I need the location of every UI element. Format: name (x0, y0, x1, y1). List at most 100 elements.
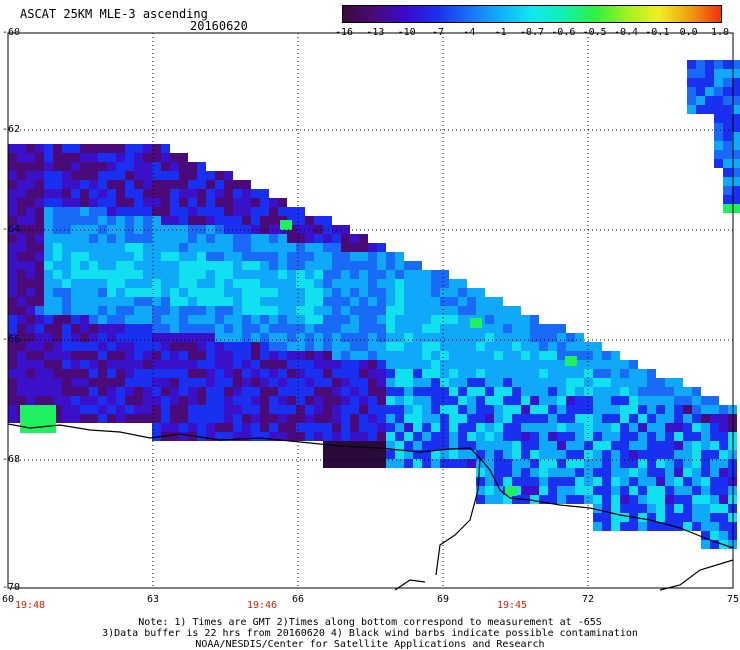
swath-cell (323, 396, 332, 405)
swath-cell (80, 153, 89, 162)
swath-cell (188, 324, 197, 333)
swath-cell (714, 150, 723, 159)
swath-cell (593, 495, 602, 504)
swath-cell (179, 225, 188, 234)
swath-cell (197, 243, 206, 252)
swath-cell (566, 459, 575, 468)
swath-cell (188, 342, 197, 351)
swath-cell (134, 387, 143, 396)
swath-cell (665, 459, 674, 468)
swath-cell (386, 333, 395, 342)
swath-cell (395, 387, 404, 396)
swath-cell (449, 288, 458, 297)
swath-cell (206, 351, 215, 360)
swath-cell (485, 432, 494, 441)
swath-cell (233, 315, 242, 324)
swath-cell (44, 288, 53, 297)
swath-cell (143, 225, 152, 234)
swath-cell (215, 216, 224, 225)
swath-cell (116, 351, 125, 360)
swath-cell (404, 333, 413, 342)
swath-cell (98, 297, 107, 306)
swath-cell (35, 162, 44, 171)
swath-cell (386, 396, 395, 405)
swath-cell (260, 396, 269, 405)
swath-cell (431, 432, 440, 441)
swath-cell (647, 378, 656, 387)
swath-cell (8, 324, 17, 333)
swath-cell (98, 288, 107, 297)
swath-cell (89, 153, 98, 162)
swath-cell (188, 360, 197, 369)
swath-cell (557, 369, 566, 378)
swath-cell (341, 396, 350, 405)
swath-cell (152, 252, 161, 261)
swath-cell (719, 531, 728, 540)
swath-cell (323, 216, 332, 225)
swath-cell (674, 396, 683, 405)
swath-cell (278, 306, 287, 315)
swath-cell (512, 405, 521, 414)
swath-cell (449, 405, 458, 414)
swath-cell (17, 369, 26, 378)
swath-cell (494, 351, 503, 360)
swath-cell (404, 270, 413, 279)
swath-cell (449, 396, 458, 405)
swath-cell (233, 234, 242, 243)
swath-cell (71, 387, 80, 396)
swath-cell (323, 261, 332, 270)
swath-cell (539, 369, 548, 378)
swath-cell (170, 216, 179, 225)
longitude-label: 60 (1, 594, 15, 605)
swath-cell (152, 144, 161, 153)
swath-cell (377, 432, 386, 441)
swath-cell (53, 315, 62, 324)
swath-cell (323, 360, 332, 369)
swath-cell (89, 297, 98, 306)
swath-cell (35, 261, 44, 270)
swath-cell (458, 351, 467, 360)
swath-cell (611, 477, 620, 486)
swath-cell (260, 207, 269, 216)
swath-cell (350, 342, 359, 351)
swath-cell (188, 180, 197, 189)
swath-cell (620, 423, 629, 432)
swath-cell (732, 60, 740, 69)
swath-cell (377, 279, 386, 288)
swath-cell (8, 360, 17, 369)
swath-cell (350, 333, 359, 342)
swath-cell (80, 144, 89, 153)
swath-cell (701, 396, 710, 405)
swath-cell (53, 207, 62, 216)
swath-cell (323, 252, 332, 261)
swath-cell (188, 171, 197, 180)
swath-cell (593, 414, 602, 423)
swath-cell (476, 378, 485, 387)
swath-cell (8, 297, 17, 306)
swath-cell (53, 234, 62, 243)
swath-cell (719, 441, 728, 450)
swath-cell (8, 162, 17, 171)
swath-cell (557, 324, 566, 333)
swath-cell (188, 333, 197, 342)
swath-cell (530, 342, 539, 351)
swath-cell (53, 198, 62, 207)
coastline-main (7, 423, 734, 549)
swath-cell (206, 423, 215, 432)
swath-cell (89, 144, 98, 153)
swath-cell (242, 306, 251, 315)
swath-cell (476, 342, 485, 351)
swath-cell (26, 378, 35, 387)
swath-cell (557, 351, 566, 360)
swath-cell (143, 315, 152, 324)
swath-cell (431, 378, 440, 387)
swath-cell (395, 432, 404, 441)
swath-cell (395, 441, 404, 450)
swath-cell (323, 234, 332, 243)
swath-cell (161, 189, 170, 198)
swath-cell (503, 405, 512, 414)
swath-cell (530, 360, 539, 369)
swath-cell (395, 279, 404, 288)
swath-cell (98, 180, 107, 189)
swath-cell (197, 378, 206, 387)
